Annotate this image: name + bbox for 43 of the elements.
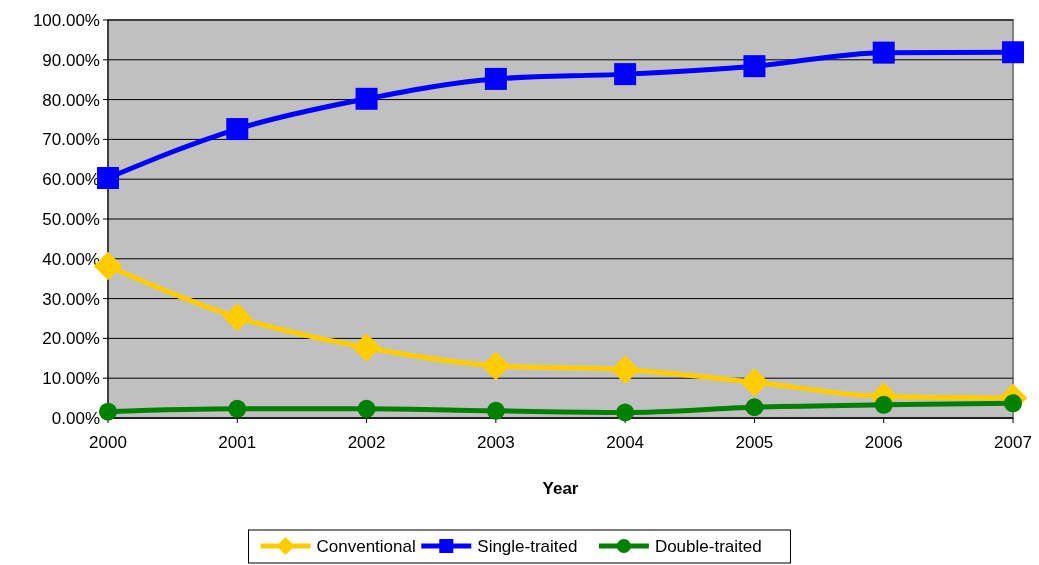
y-tick-label: 60.00% <box>42 170 100 190</box>
point <box>745 398 764 417</box>
legend-label: Single-traited <box>477 536 578 556</box>
x-axis-title: Year <box>542 479 579 498</box>
point <box>874 395 893 414</box>
point <box>352 333 381 362</box>
x-tick-label: 2003 <box>476 433 515 452</box>
x-tick-label: 2000 <box>89 433 127 452</box>
point <box>481 351 511 381</box>
point <box>355 87 378 110</box>
point <box>740 367 769 397</box>
y-tick-label: 90.00% <box>42 50 100 70</box>
x-tick-label: 2007 <box>994 433 1032 452</box>
legend-label: Double-traited <box>654 536 762 556</box>
y-tick-label: 50.00% <box>42 209 100 229</box>
x-tick-label: 2001 <box>218 433 257 452</box>
point <box>486 401 505 420</box>
point <box>614 63 637 86</box>
point <box>357 399 376 418</box>
y-tick-label: 20.00% <box>42 329 100 349</box>
x-tick-label: 2005 <box>735 433 774 452</box>
point <box>97 167 119 190</box>
x-tick-label: 2006 <box>864 433 903 452</box>
point <box>616 403 635 422</box>
legend-label: Conventional <box>316 536 416 556</box>
point <box>1002 41 1024 64</box>
point <box>99 402 117 421</box>
point <box>743 55 766 78</box>
point <box>484 67 507 90</box>
point <box>228 399 247 418</box>
y-tick-label: 80.00% <box>42 90 100 110</box>
y-tick-label: 40.00% <box>42 249 100 269</box>
y-tick-label: 100.00% <box>32 10 100 30</box>
point <box>872 41 895 64</box>
y-tick-label: 30.00% <box>42 289 100 309</box>
point <box>226 118 249 141</box>
y-tick-label: 0.00% <box>51 408 100 428</box>
point <box>222 303 252 332</box>
y-tick-label: 10.00% <box>42 369 100 389</box>
x-tick-label: 2002 <box>347 433 386 452</box>
y-tick-label: 70.00% <box>42 130 100 150</box>
x-tick-label: 2004 <box>606 433 645 452</box>
point <box>610 355 640 385</box>
